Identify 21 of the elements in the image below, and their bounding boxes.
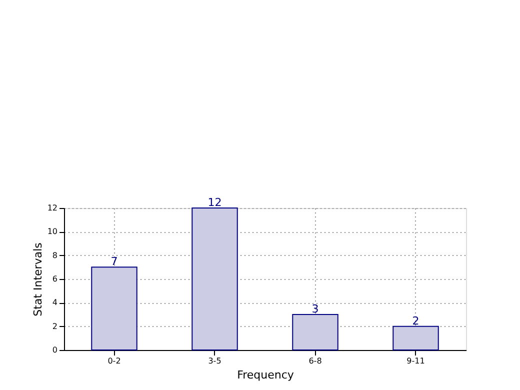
- bar: [292, 314, 338, 350]
- y-tick-label: 0: [52, 346, 58, 354]
- y-tick-label: 4: [52, 298, 58, 308]
- y-axis-title: Stat Intervals: [31, 242, 44, 316]
- y-tick-label: 10: [47, 227, 58, 236]
- data-label: 3: [312, 302, 319, 316]
- bar: [91, 266, 138, 350]
- data-label: 2: [412, 314, 420, 328]
- bar: [392, 326, 439, 350]
- x-tick-label: 0-2: [108, 356, 121, 366]
- x-tick-label: 3-5: [208, 356, 222, 366]
- y-tick-label: 2: [52, 322, 58, 331]
- x-tick-label: 6-8: [308, 356, 322, 366]
- data-label: 7: [110, 255, 118, 268]
- y-tick-label: 6: [52, 274, 58, 284]
- y-tick-label: 8: [52, 250, 58, 260]
- x-axis-title: Frequency: [237, 368, 294, 382]
- data-label: 12: [208, 196, 222, 209]
- bar: [192, 208, 238, 350]
- x-tick-label: 9-11: [406, 356, 425, 366]
- y-tick-label: 12: [47, 204, 58, 212]
